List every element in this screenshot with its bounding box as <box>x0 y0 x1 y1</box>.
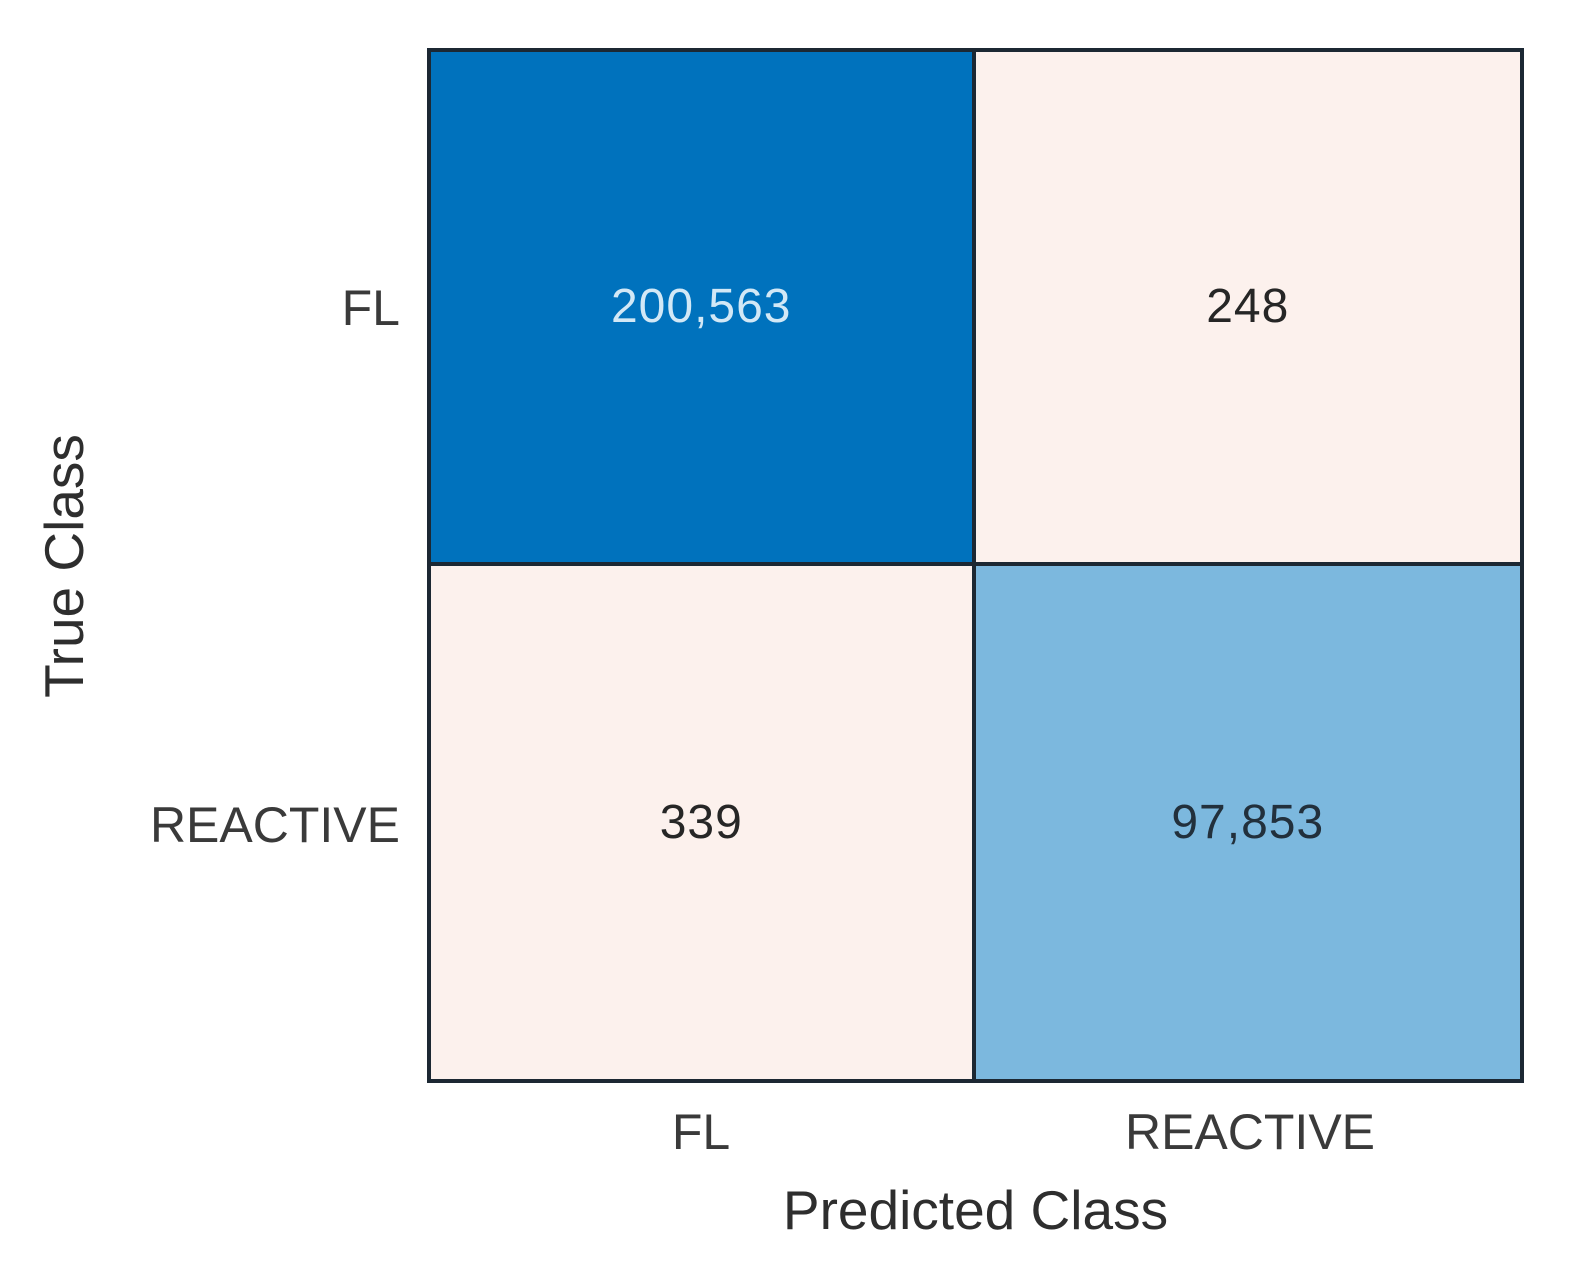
matrix-grid: 200,563 248 339 97,853 <box>427 48 1524 1083</box>
cell-value: 248 <box>1206 280 1290 334</box>
y-tick-label-reactive: REACTIVE <box>149 797 400 853</box>
cell-true-fl-pred-fl: 200,563 <box>431 52 976 566</box>
cell-true-reactive-pred-fl: 339 <box>431 565 976 1079</box>
cell-true-fl-pred-reactive: 248 <box>975 52 1520 566</box>
cell-value: 97,853 <box>1171 795 1325 849</box>
x-tick-label-reactive: REACTIVE <box>1124 1104 1376 1160</box>
y-tick-label-fl: FL <box>341 280 400 336</box>
x-tick-label-fl: FL <box>671 1104 731 1160</box>
cell-true-reactive-pred-reactive: 97,853 <box>975 565 1520 1079</box>
y-axis-title: True Class <box>33 434 95 698</box>
cell-value: 339 <box>659 795 743 849</box>
x-axis-title: Predicted Class <box>782 1179 1169 1241</box>
cell-value: 200,563 <box>610 280 792 334</box>
